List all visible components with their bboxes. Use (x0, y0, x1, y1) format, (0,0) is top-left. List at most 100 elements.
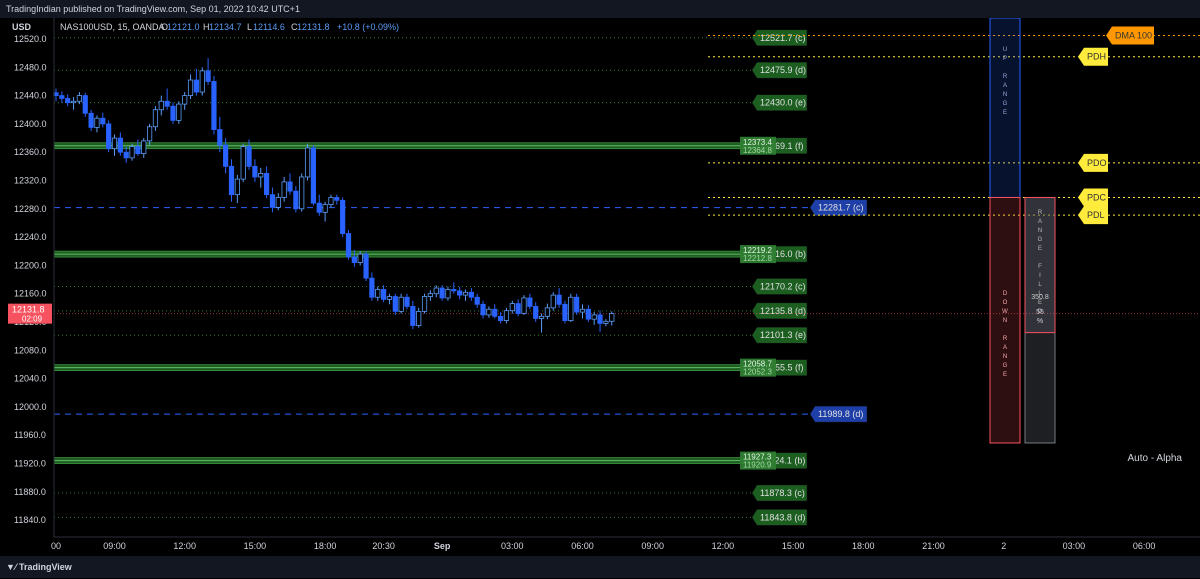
candle-body[interactable] (357, 253, 363, 263)
candle-body[interactable] (322, 204, 328, 213)
level-label-box[interactable] (751, 61, 808, 79)
candle-body[interactable] (263, 173, 270, 196)
candle-body[interactable] (293, 190, 299, 210)
candle-body[interactable] (591, 314, 597, 320)
candle-body[interactable] (217, 129, 223, 146)
candle-body[interactable] (462, 291, 469, 296)
candle-body[interactable] (141, 140, 147, 155)
candle-body[interactable] (287, 181, 293, 192)
candle-body[interactable] (106, 123, 112, 150)
candle-body[interactable] (304, 147, 311, 178)
candle-body[interactable] (76, 95, 82, 102)
candle-body[interactable] (211, 81, 217, 130)
candle-body[interactable] (380, 289, 387, 300)
candle-body[interactable] (65, 98, 71, 104)
candle-body[interactable] (334, 197, 340, 201)
candle-body[interactable] (521, 297, 527, 314)
candle-body[interactable] (433, 287, 439, 295)
candle-body[interactable] (497, 315, 504, 321)
level-label-box[interactable] (751, 484, 808, 502)
candle-body[interactable] (509, 303, 515, 312)
level-label-box[interactable] (751, 29, 808, 47)
candle-body[interactable] (135, 146, 141, 155)
candle-body[interactable] (176, 103, 182, 121)
candle-body[interactable] (146, 126, 153, 142)
level-label-box[interactable] (809, 199, 868, 216)
level-label-box[interactable] (751, 94, 808, 111)
candle-body[interactable] (533, 306, 539, 319)
candle-body[interactable] (527, 297, 533, 307)
candle-body[interactable] (82, 95, 88, 114)
candle-body[interactable] (392, 296, 398, 312)
candle-body[interactable] (158, 100, 164, 111)
tradingview-logo[interactable]: ▼⁄ TradingView (6, 556, 72, 578)
candle-body[interactable] (568, 296, 574, 321)
candle-body[interactable] (398, 296, 404, 312)
candle-body[interactable] (544, 307, 551, 317)
candle-body[interactable] (100, 117, 106, 125)
candle-body[interactable] (503, 310, 510, 321)
candle-body[interactable] (345, 233, 352, 258)
candle-body[interactable] (457, 290, 463, 296)
candle-body[interactable] (234, 178, 240, 196)
candle-body[interactable] (59, 95, 65, 99)
candle-body[interactable] (316, 202, 322, 213)
candle-body[interactable] (603, 320, 609, 324)
candle-body[interactable] (246, 146, 252, 167)
candle-body[interactable] (386, 296, 393, 300)
candle-body[interactable] (445, 289, 451, 299)
candle-body[interactable] (129, 146, 135, 159)
daily-level-label-box[interactable] (1078, 47, 1108, 66)
daily-level-label-box[interactable] (1078, 206, 1108, 225)
candle-body[interactable] (205, 70, 211, 82)
candle-body[interactable] (369, 277, 375, 298)
candle-body[interactable] (375, 289, 381, 298)
candle-body[interactable] (228, 165, 235, 196)
candle-body[interactable] (111, 137, 118, 150)
candle-body[interactable] (404, 296, 410, 307)
candle-body[interactable] (486, 308, 492, 316)
level-label-box[interactable] (751, 326, 808, 344)
candle-body[interactable] (492, 308, 498, 317)
level-label-box[interactable] (751, 278, 808, 295)
daily-level-label-box[interactable] (1078, 153, 1108, 172)
candle-body[interactable] (351, 256, 357, 263)
candle-body[interactable] (427, 293, 434, 297)
candle-body[interactable] (474, 296, 480, 305)
candle-body[interactable] (223, 144, 229, 167)
candle-body[interactable] (480, 303, 486, 316)
candle-body[interactable] (269, 194, 276, 208)
candle-body[interactable] (299, 176, 305, 210)
candle-body[interactable] (363, 253, 369, 279)
candle-body[interactable] (310, 147, 317, 204)
candle-body[interactable] (94, 117, 100, 128)
candle-body[interactable] (187, 79, 194, 96)
candle-body[interactable] (117, 137, 123, 153)
candle-body[interactable] (193, 79, 199, 93)
candle-body[interactable] (258, 173, 264, 178)
candle-body[interactable] (574, 296, 580, 313)
candle-body[interactable] (252, 165, 258, 178)
candle-body[interactable] (152, 109, 159, 128)
level-label-box[interactable] (751, 302, 808, 320)
price-axis[interactable] (0, 18, 54, 537)
candle-body[interactable] (451, 289, 457, 292)
candle-body[interactable] (88, 112, 94, 128)
candle-body[interactable] (597, 314, 603, 324)
daily-level-label-box[interactable] (1078, 188, 1108, 207)
candle-body[interactable] (515, 303, 521, 314)
level-label-box[interactable] (809, 405, 868, 423)
candle-body[interactable] (340, 199, 346, 234)
candle-body[interactable] (550, 294, 556, 309)
candle-body[interactable] (70, 100, 77, 104)
candle-body[interactable] (609, 313, 615, 322)
candle-body[interactable] (538, 315, 545, 319)
candle-body[interactable] (281, 181, 287, 198)
candle-body[interactable] (585, 308, 591, 320)
candle-body[interactable] (182, 95, 188, 105)
candle-body[interactable] (579, 308, 586, 313)
candle-body[interactable] (164, 100, 170, 107)
candle-body[interactable] (439, 287, 445, 299)
candle-body[interactable] (123, 151, 129, 159)
candle-body[interactable] (562, 303, 568, 321)
